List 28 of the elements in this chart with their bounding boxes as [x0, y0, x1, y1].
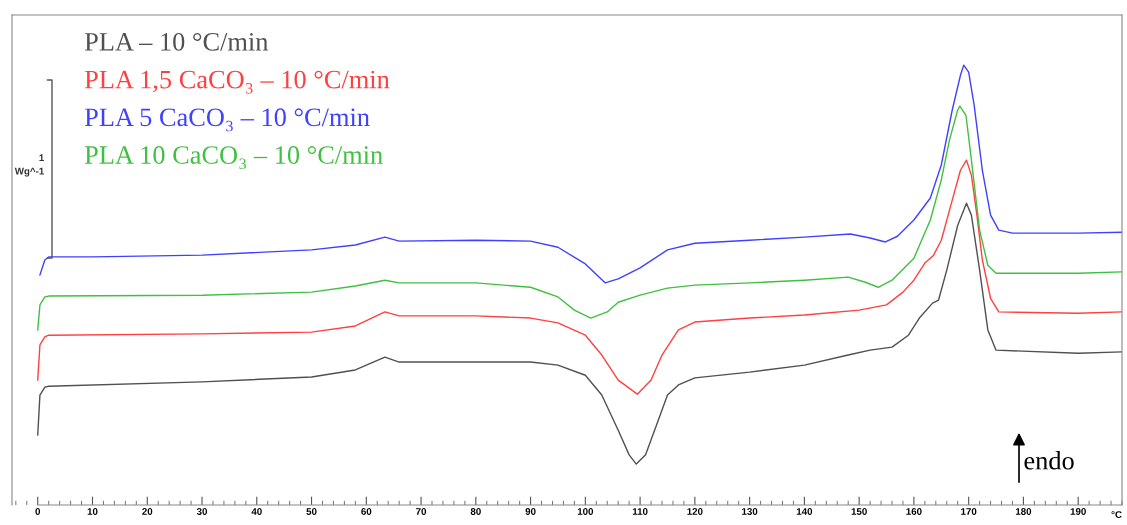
- text: PLA 5 CaCO₃ – 10 °C/min: [84, 108, 370, 132]
- x-tick-label: 150: [851, 508, 867, 515]
- annotation: endo: [1024, 451, 1074, 470]
- x-axis-title: °C: [1111, 511, 1122, 519]
- text: PLA 10 CaCO₃ – 10 °C/min: [84, 146, 383, 170]
- x-tick-label: 160: [906, 508, 922, 515]
- x-tick-label: 180: [1015, 508, 1032, 515]
- x-tick-label: 60: [361, 508, 372, 515]
- annotation: 1: [39, 154, 44, 161]
- x-tick-label: 170: [961, 508, 977, 515]
- x-tick-label: 40: [251, 508, 262, 515]
- annotation: Wg^-1: [14, 167, 44, 177]
- x-tick-label: 100: [577, 508, 594, 515]
- x-tick-label: 110: [632, 508, 648, 515]
- x-tick-label: 30: [196, 508, 208, 515]
- x-tick-label: 0: [35, 508, 41, 515]
- x-tick-label: 10: [87, 508, 98, 515]
- x-tick-label: 20: [142, 508, 153, 515]
- x-tick-label: 140: [796, 508, 813, 515]
- text: PLA 1,5 CaCO₃ – 10 °C/min: [84, 70, 390, 94]
- x-tick-label: 130: [742, 508, 758, 515]
- text: PLA – 10 °C/min: [84, 32, 269, 51]
- x-tick-label: 90: [525, 508, 536, 515]
- x-tick-label: 70: [416, 508, 427, 515]
- x-tick-label: 50: [306, 508, 317, 515]
- x-tick-label: 190: [1070, 508, 1086, 515]
- x-tick-label: 120: [687, 508, 703, 515]
- x-tick-label: 80: [470, 508, 481, 515]
